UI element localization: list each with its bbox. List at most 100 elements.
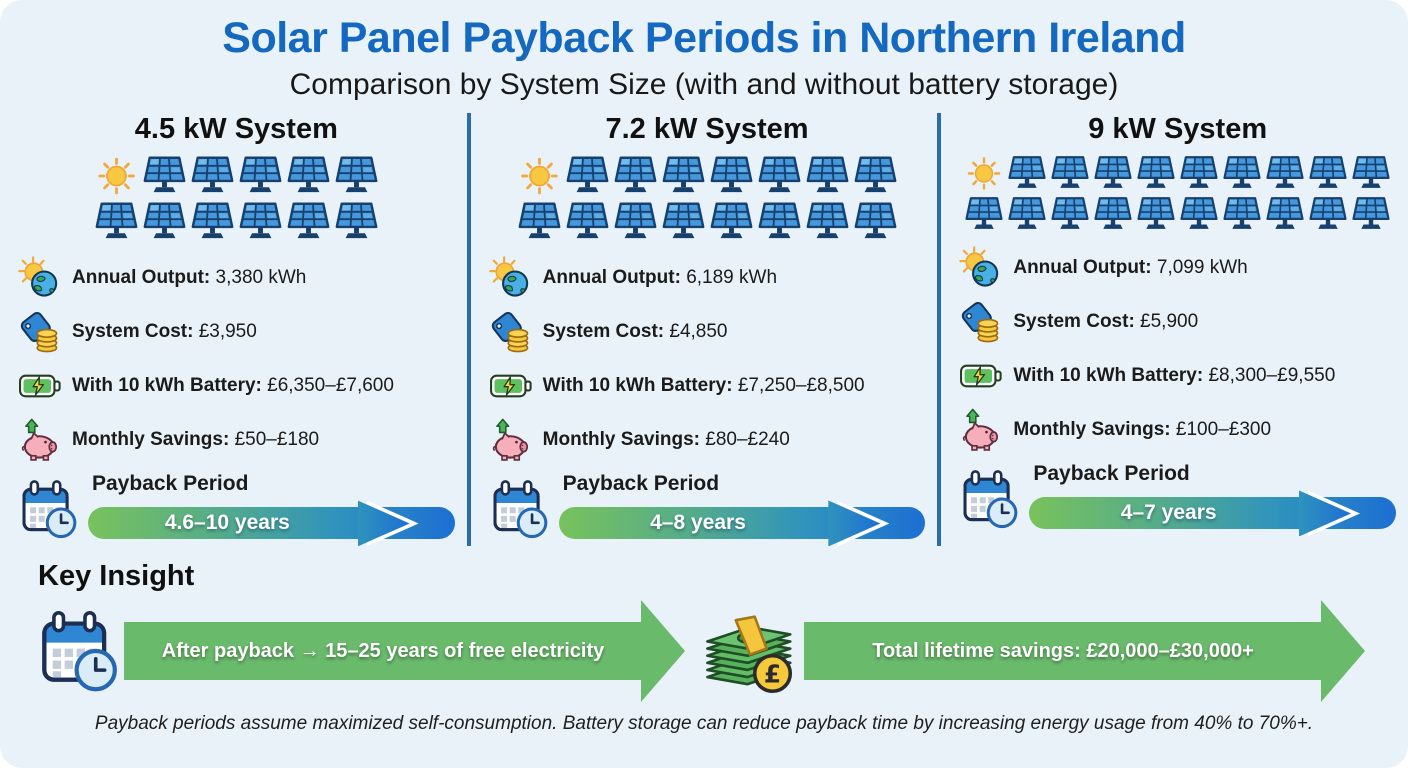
lifetime-savings-text: Total lifetime savings: £20,000–£30,000+ <box>872 639 1254 662</box>
solar-panel-icon <box>1265 154 1305 193</box>
stat-text: With 10 kWh Battery: £6,350–£7,600 <box>72 375 394 397</box>
solar-panel-icon <box>1265 195 1305 234</box>
stat-row: System Cost: £4,850 <box>489 310 926 354</box>
solar-panel-icon <box>1093 195 1133 234</box>
stat-label: With 10 kWh Battery: <box>542 375 738 397</box>
price-tag-coins-icon <box>489 310 533 354</box>
stat-row: Monthly Savings: £100–£300 <box>959 408 1396 452</box>
stat-label: With 10 kWh Battery: <box>72 375 268 397</box>
system-stats: Annual Output: 7,099 kWh System Cost: £5,… <box>959 246 1396 452</box>
calendar-clock-icon <box>489 478 551 540</box>
solar-panel-icon <box>805 154 850 198</box>
solar-panel-icon <box>190 200 235 244</box>
solar-panels-pictograph <box>18 154 455 244</box>
system-title: 4.5 kW System <box>134 113 338 146</box>
page-title: Solar Panel Payback Periods in Northern … <box>222 14 1186 62</box>
stat-label: Annual Output: <box>1013 257 1157 279</box>
stat-text: Monthly Savings: £50–£180 <box>72 429 319 451</box>
piggy-bank-icon <box>489 418 533 462</box>
system-stats: Annual Output: 6,189 kWh System Cost: £4,… <box>489 256 926 462</box>
solar-panel-icon <box>1308 154 1348 193</box>
solar-panel-icon <box>1351 154 1391 193</box>
solar-panel-icon <box>709 154 754 198</box>
solar-panel-icon <box>613 200 658 244</box>
solar-panels-pictograph <box>489 154 926 244</box>
stat-value: £3,950 <box>198 321 257 343</box>
payback-range: 4–7 years <box>1120 501 1217 525</box>
stat-value: £4,850 <box>669 321 728 343</box>
stat-text: System Cost: £4,850 <box>543 321 728 343</box>
solar-panel-icon <box>238 154 283 198</box>
stat-text: Monthly Savings: £80–£240 <box>543 429 790 451</box>
payback-label: Payback Period <box>562 472 720 496</box>
stat-text: With 10 kWh Battery: £7,250–£8,500 <box>543 375 865 397</box>
system-column: 9 kW System Annual Output: 7,099 kWh Syst… <box>937 113 1408 547</box>
stat-value: £100–£300 <box>1175 419 1272 441</box>
solar-panel-icon <box>1093 154 1133 193</box>
solar-panel-icon <box>1050 154 1090 193</box>
payback-right: Payback Period 4–8 years <box>558 472 926 547</box>
solar-panel-icon <box>286 200 331 244</box>
system-stats: Annual Output: 3,380 kWh System Cost: £3,… <box>18 256 455 462</box>
solar-panel-icon <box>1308 195 1348 234</box>
calendar-clock-icon <box>36 608 122 694</box>
solar-panel-icon <box>964 195 1004 234</box>
solar-panel-icon <box>94 200 139 244</box>
solar-panel-icon <box>757 200 802 244</box>
payback-arrow: 4–7 years <box>1029 490 1397 537</box>
solar-panel-icon <box>1179 154 1219 193</box>
solar-panel-icon <box>853 200 898 244</box>
stat-label: System Cost: <box>542 321 670 343</box>
payback-right: Payback Period 4–7 years <box>1029 462 1397 537</box>
stat-label: Annual Output: <box>542 267 687 289</box>
pictograph-row-1 <box>964 154 1391 193</box>
pictograph-row-2 <box>517 200 898 244</box>
solar-panel-icon <box>334 154 379 198</box>
stat-row: With 10 kWh Battery: £8,300–£9,550 <box>959 354 1396 398</box>
solar-panel-icon <box>1007 154 1047 193</box>
stat-value: 3,380 kWh <box>215 267 307 289</box>
system-column: 7.2 kW System Annual Output: 6,189 kWh Sy… <box>466 113 938 547</box>
solar-panel-icon <box>142 200 187 244</box>
pictograph-row-1 <box>94 154 379 198</box>
system-title: 9 kW System <box>1088 113 1268 146</box>
key-insight-heading: Key Insight <box>38 560 195 593</box>
solar-panel-icon <box>565 200 610 244</box>
stat-row: With 10 kWh Battery: £7,250–£8,500 <box>489 364 926 408</box>
solar-panel-icon <box>142 154 187 198</box>
solar-panel-icon <box>286 154 331 198</box>
battery-icon <box>18 364 62 408</box>
pictograph-row-1 <box>517 154 898 198</box>
stat-text: Annual Output: 6,189 kWh <box>543 267 777 289</box>
systems-comparison: 4.5 kW System Annual Output: 3,380 kWh Sy… <box>0 113 1408 547</box>
money-stack-icon <box>700 606 800 696</box>
solar-panel-icon <box>190 154 235 198</box>
solar-panel-icon <box>1007 195 1047 234</box>
sun-icon <box>94 154 139 198</box>
stat-row: Annual Output: 7,099 kWh <box>959 246 1396 290</box>
stat-label: System Cost: <box>1013 311 1141 333</box>
payback-right: Payback Period 4.6–10 years <box>88 472 455 547</box>
stat-text: With 10 kWh Battery: £8,300–£9,550 <box>1013 365 1335 387</box>
stat-row: Annual Output: 3,380 kWh <box>18 256 455 300</box>
solar-panel-icon <box>1136 154 1176 193</box>
stat-label: Annual Output: <box>72 267 216 289</box>
stat-label: Monthly Savings: <box>1013 419 1176 441</box>
free-electricity-arrow: After payback → 15–25 years of free elec… <box>124 622 642 681</box>
solar-panel-icon <box>613 154 658 198</box>
solar-panel-icon <box>661 154 706 198</box>
payback-period: Payback Period 4.6–10 years <box>18 472 455 547</box>
stat-text: Annual Output: 3,380 kWh <box>72 267 306 289</box>
calendar-clock-icon <box>959 468 1021 530</box>
payback-period: Payback Period 4–8 years <box>489 472 926 547</box>
solar-panel-icon <box>565 154 610 198</box>
lifetime-savings-arrow: Total lifetime savings: £20,000–£30,000+ <box>804 622 1322 681</box>
solar-panel-icon <box>805 200 850 244</box>
sun-icon <box>964 154 1004 193</box>
payback-label: Payback Period <box>92 472 249 496</box>
solar-panel-icon <box>238 200 283 244</box>
page-subtitle: Comparison by System Size (with and with… <box>289 68 1119 102</box>
payback-period: Payback Period 4–7 years <box>959 462 1397 537</box>
solar-panel-icon <box>661 200 706 244</box>
